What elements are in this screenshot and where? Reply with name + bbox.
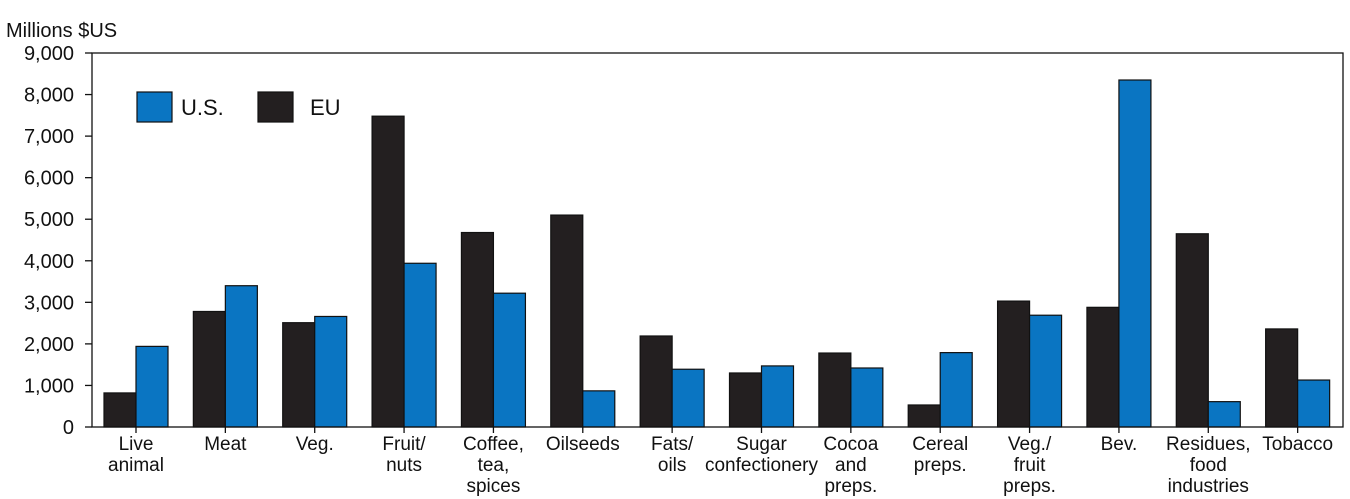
- y-tick-label: 7,000: [24, 126, 74, 148]
- bar-us: [760, 365, 795, 428]
- bar-eu: [1265, 328, 1299, 428]
- bar-us: [403, 262, 437, 428]
- bar-eu: [996, 300, 1031, 428]
- x-tick-label: Fats/oils: [651, 434, 694, 476]
- bar-us: [224, 285, 258, 428]
- x-tick-label: Cocoa and preps.: [823, 434, 878, 497]
- y-tick-label: 3,000: [24, 292, 74, 314]
- bar-eu: [639, 335, 673, 428]
- x-tick-label: Cereal preps.: [912, 434, 968, 476]
- legend-swatch-us: [136, 91, 173, 123]
- legend-swatch-eu: [257, 91, 294, 123]
- bar-eu: [1086, 306, 1120, 428]
- bars: [103, 79, 1331, 428]
- bar-us: [939, 352, 973, 428]
- x-tick-label: Fruit/nuts: [382, 434, 426, 476]
- bar-eu: [371, 115, 405, 428]
- bar-us: [1028, 314, 1063, 428]
- bar-eu: [1175, 233, 1209, 428]
- bar-eu: [103, 392, 137, 428]
- bar-us: [135, 345, 169, 428]
- y-tick-label: 6,000: [24, 168, 74, 190]
- y-tick-label: 5,000: [24, 209, 74, 231]
- x-tick-label: Residues, food industries: [1166, 434, 1251, 497]
- legend-label-us: U.S.: [181, 95, 224, 120]
- y-axis-label: Millions $US: [6, 20, 117, 42]
- bar-us: [671, 368, 705, 428]
- bar-eu: [282, 322, 316, 428]
- x-tick-label: Tobacco: [1262, 434, 1333, 455]
- x-axis-labels: Live animal Meat Veg. Fruit/nuts Coffee, tea, s…: [108, 427, 1333, 497]
- y-axis-ticks: 0 1,000 2,000 3,000 4,000 5,000 6,000 7,000 8,00…: [24, 43, 92, 439]
- bar-us: [1297, 379, 1331, 428]
- y-tick-label: 0: [63, 417, 74, 439]
- x-tick-label: Veg.: [296, 434, 334, 455]
- x-tick-label: Live animal: [108, 434, 164, 476]
- bar-us: [492, 292, 527, 428]
- bar-us: [850, 367, 884, 428]
- y-tick-label: 1,000: [24, 375, 74, 397]
- y-tick-label: 4,000: [24, 251, 74, 273]
- legend-label-eu: EU: [310, 95, 341, 120]
- bar-us: [314, 315, 348, 428]
- x-tick-label: Sugar confectionery: [705, 434, 819, 476]
- x-tick-label: Oilseeds: [546, 434, 620, 455]
- bar-us: [1207, 401, 1241, 428]
- legend: U.S. EU: [136, 91, 341, 123]
- bar-eu: [818, 352, 852, 428]
- bar-us: [582, 390, 616, 428]
- bar-eu: [192, 310, 226, 428]
- x-tick-label: Veg./fruit preps.: [1003, 434, 1056, 497]
- bar-eu: [907, 404, 941, 428]
- x-tick-label: Coffee, tea, spices: [463, 434, 524, 497]
- bar-us: [1118, 79, 1152, 428]
- bar-eu: [550, 214, 584, 428]
- bar-eu: [460, 231, 495, 428]
- y-tick-label: 9,000: [24, 43, 74, 65]
- plot-frame: [91, 52, 1344, 428]
- y-tick-label: 8,000: [24, 85, 74, 107]
- x-tick-label: Meat: [204, 434, 247, 455]
- y-tick-label: 2,000: [24, 334, 74, 356]
- x-tick-label: Bev.: [1101, 434, 1138, 455]
- bar-eu: [728, 372, 763, 428]
